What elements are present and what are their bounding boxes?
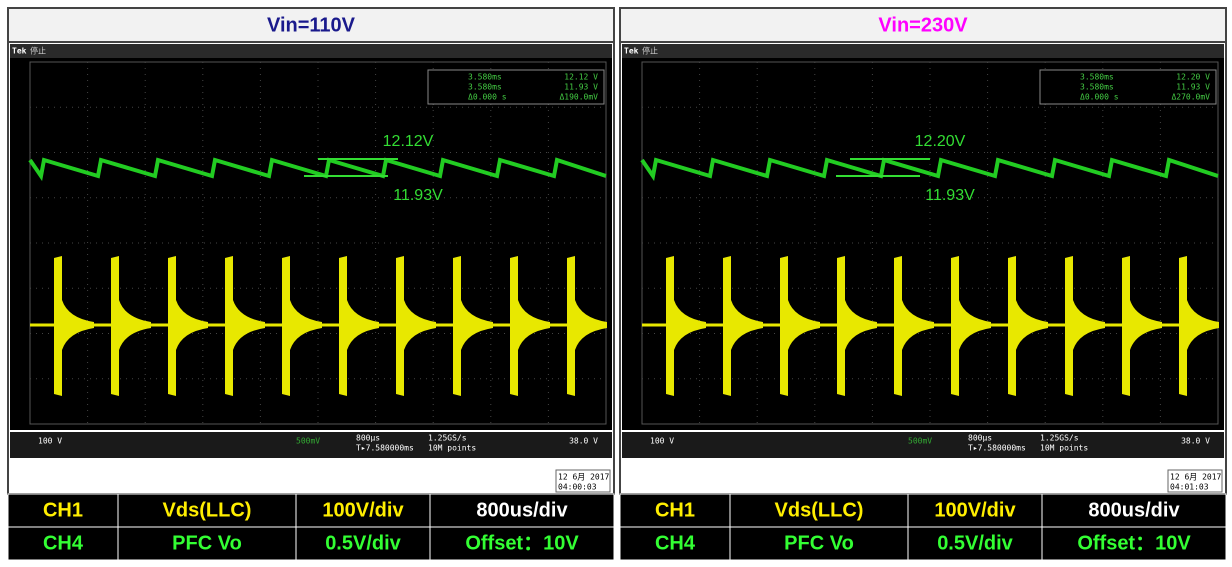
readout: 38.0 V — [1181, 437, 1210, 446]
table-text: PFC Vo — [172, 532, 242, 554]
table-text: Vds(LLC) — [163, 499, 252, 521]
cursor-readout: 3.580ms — [1080, 83, 1114, 92]
cursor-readout: 12.12 V — [564, 73, 598, 82]
panel-title: Vin=230V — [878, 14, 968, 36]
table-text: 800us/div — [476, 499, 568, 521]
table-text: 0.5V/div — [937, 532, 1013, 554]
cursor-readout: 11.93 V — [564, 83, 598, 92]
readout: 1.25GS/s — [1040, 434, 1079, 443]
scope-brand: Tek — [12, 47, 27, 56]
readout: 100 V — [650, 437, 674, 446]
table-text: CH4 — [43, 532, 84, 554]
table-text: Offset：10V — [1077, 532, 1191, 554]
cursor-readout: 11.93 V — [1176, 83, 1210, 92]
date: 12 6月 2017 — [558, 473, 610, 482]
cursor-readout: Δ190.0mV — [559, 93, 598, 102]
time: 04:00:03 — [558, 483, 597, 492]
table-text: Offset：10V — [465, 532, 579, 554]
annotation: 11.93V — [925, 187, 975, 204]
annotation: 11.93V — [393, 187, 443, 204]
cursor-readout: 3.580ms — [468, 73, 502, 82]
table-text: CH4 — [655, 532, 696, 554]
table-text: 800us/div — [1088, 499, 1180, 521]
readout: T▸7.580000ms — [968, 444, 1026, 453]
readout: 100 V — [38, 437, 62, 446]
cursor-readout: 3.580ms — [468, 83, 502, 92]
table-text: 100V/div — [322, 499, 404, 521]
readout: 1.25GS/s — [428, 434, 467, 443]
table-text: PFC Vo — [784, 532, 854, 554]
readout: 38.0 V — [569, 437, 598, 446]
scope-top-bar — [10, 44, 612, 58]
readout: 800µs — [356, 434, 380, 443]
cursor-readout: 12.20 V — [1176, 73, 1210, 82]
table-text: 0.5V/div — [325, 532, 401, 554]
readout: 500mV — [908, 437, 932, 446]
table-text: Vds(LLC) — [775, 499, 864, 521]
cursor-readout: Δ0.000 s — [1080, 93, 1119, 102]
screen — [10, 58, 612, 430]
cursor-readout: 3.580ms — [1080, 73, 1114, 82]
annotation: 12.12V — [383, 133, 434, 150]
scope-status: 停止 — [30, 46, 46, 56]
time: 04:01:03 — [1170, 483, 1209, 492]
cursor-readout: Δ270.0mV — [1171, 93, 1210, 102]
readout: 10M points — [428, 444, 476, 453]
scope-status: 停止 — [642, 46, 658, 56]
readout: 500mV — [296, 437, 320, 446]
scope-brand: Tek — [624, 47, 639, 56]
date: 12 6月 2017 — [1170, 473, 1222, 482]
page: Vin=110VTek停止12.12V11.93V3.580ms12.12 V3… — [0, 0, 1232, 562]
readout: 800µs — [968, 434, 992, 443]
annotation: 12.20V — [915, 133, 966, 150]
readout: T▸7.580000ms — [356, 444, 414, 453]
table-text: CH1 — [655, 499, 695, 521]
cursor-readout: Δ0.000 s — [468, 93, 507, 102]
scope-top-bar — [622, 44, 1224, 58]
screen — [622, 58, 1224, 430]
table-text: 100V/div — [934, 499, 1016, 521]
readout: 10M points — [1040, 444, 1088, 453]
table-text: CH1 — [43, 499, 83, 521]
panel-title: Vin=110V — [267, 14, 356, 36]
